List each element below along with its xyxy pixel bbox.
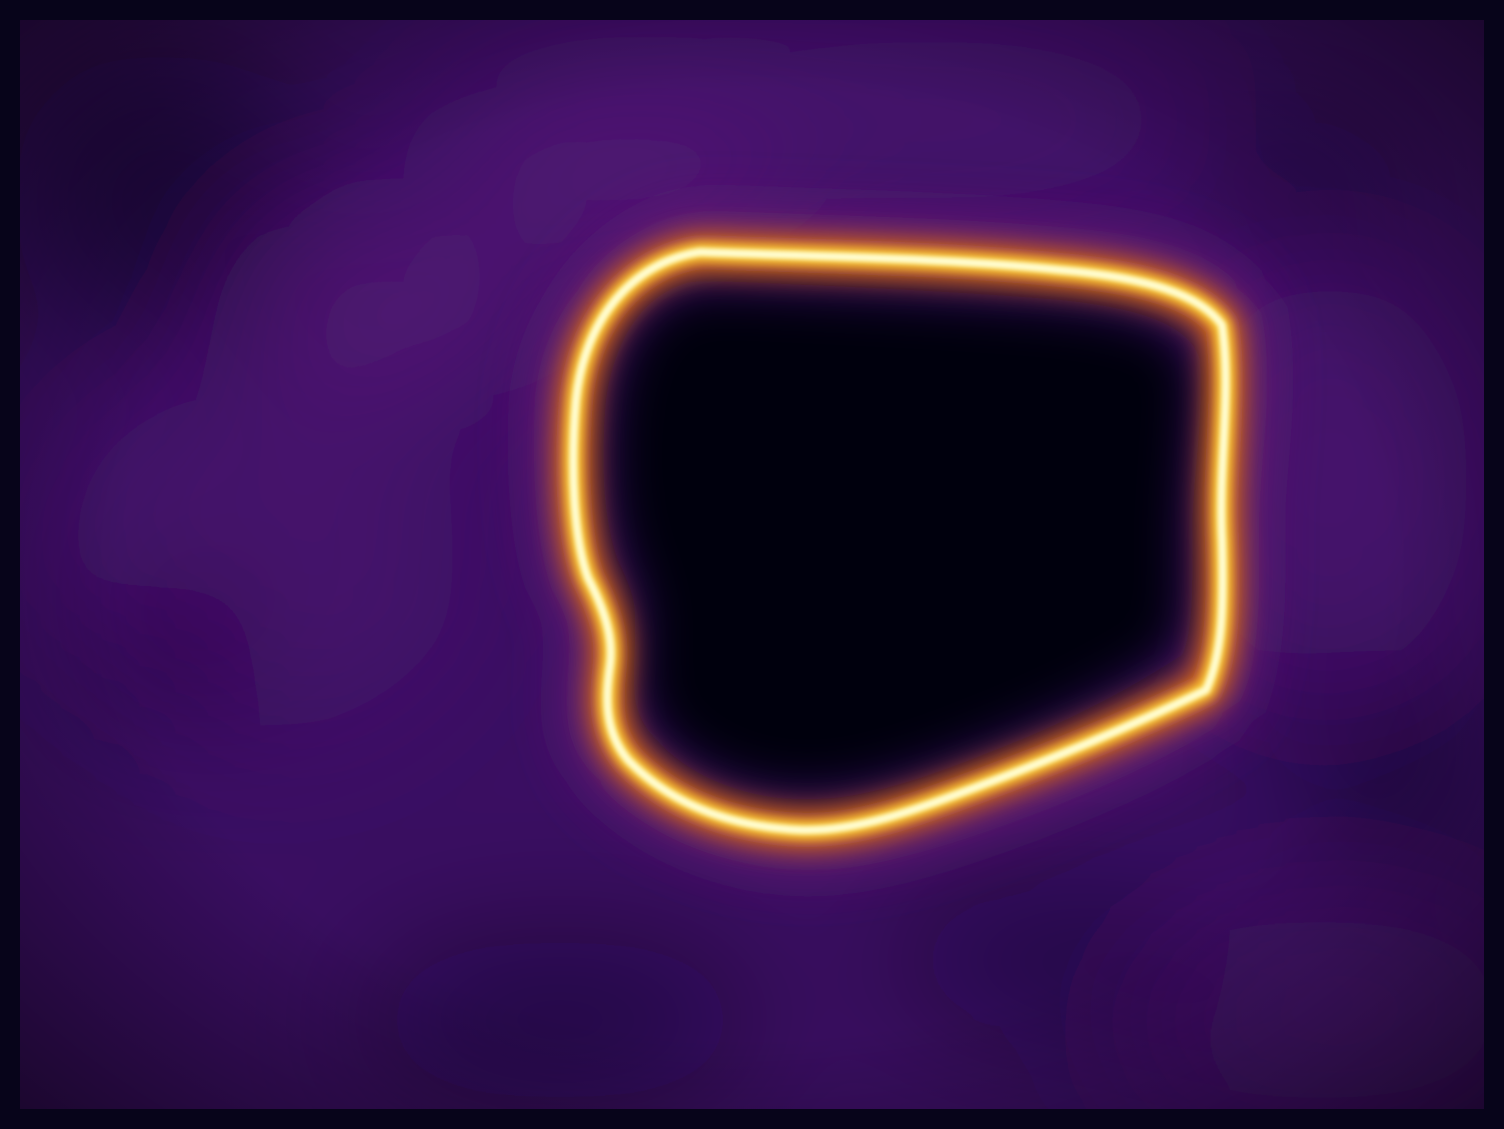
heatmap-canvas [0, 0, 1504, 1129]
dark-border-frame [0, 0, 1504, 1129]
heatmap-image [0, 0, 1504, 1129]
vignette-overlay [0, 0, 1504, 1129]
